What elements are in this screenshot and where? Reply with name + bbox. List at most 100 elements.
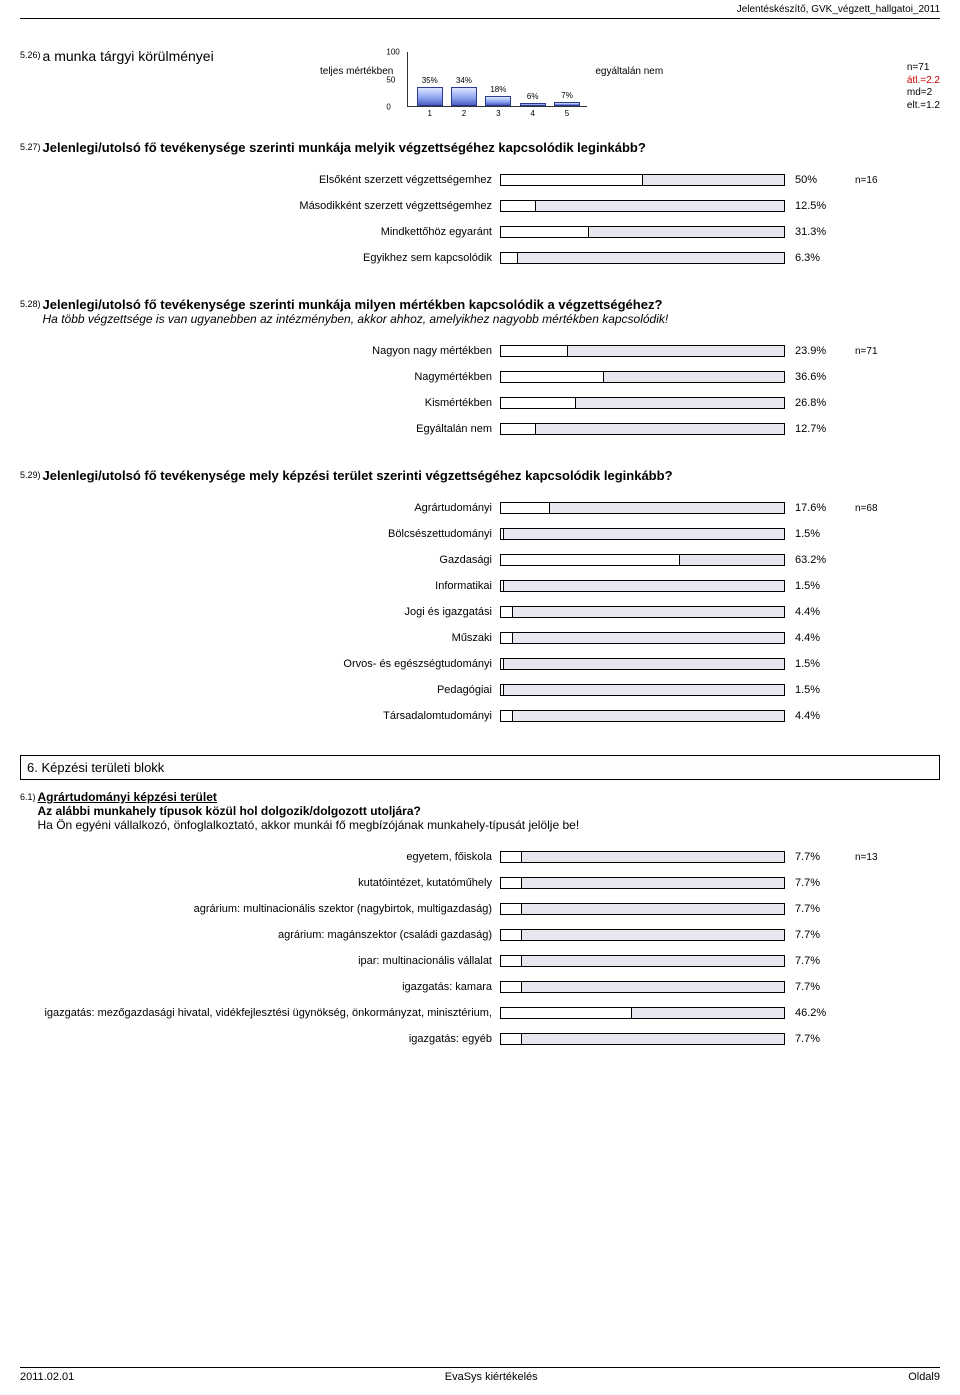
- hbar-label: Másodikként szerzett végzettségemhez: [20, 200, 500, 212]
- hbar-n: n=68: [845, 503, 940, 514]
- hbar-row: Nagymértékben36.6%: [20, 366, 940, 388]
- hbar-pct: 12.7%: [785, 423, 845, 435]
- hbar-track: [500, 397, 785, 409]
- hbar-n: n=16: [845, 175, 940, 186]
- hbar-row: Kismértékben26.8%: [20, 392, 940, 414]
- question-5-26: 5.26) a munka tárgyi körülményei teljes …: [20, 48, 940, 112]
- q61-num: 6.1): [20, 790, 36, 802]
- hbar-track: [500, 580, 785, 592]
- q526-bar-chart: 05010035%134%218%36%47%5: [407, 52, 587, 107]
- q526-atl: átl.=2.2: [907, 75, 940, 88]
- hbar-label: egyetem, főiskola: [20, 851, 500, 863]
- hbar-fill: [500, 371, 604, 383]
- hbar-row: Orvos- és egészségtudományi1.5%: [20, 653, 940, 675]
- hbar-label: Gazdasági: [20, 554, 500, 566]
- hbar-pct: 63.2%: [785, 554, 845, 566]
- hbar-track: [500, 371, 785, 383]
- q61-sub2: Ha Ön egyéni vállalkozó, önfoglalkoztató…: [38, 818, 580, 832]
- hbar-track: [500, 1033, 785, 1045]
- hbar-row: Egyáltalán nem 12.7%: [20, 418, 940, 440]
- q528-num: 5.28): [20, 297, 41, 309]
- q527-rows: Elsőként szerzett végzettségemhez50%n=16…: [20, 169, 940, 269]
- q526-elt: elt.=1.2: [907, 100, 940, 113]
- hbar-pct: 7.7%: [785, 981, 845, 993]
- hbar-label: Bölcsészettudományi: [20, 528, 500, 540]
- hbar-row: Bölcsészettudományi1.5%: [20, 523, 940, 545]
- hbar-fill: [500, 502, 550, 514]
- q526-bar: [451, 87, 477, 106]
- hbar-pct: 12.5%: [785, 200, 845, 212]
- hbar-fill: [500, 528, 504, 540]
- report-title: Jelentéskészítő, GVK_végzett_hallgatoi_2…: [737, 4, 940, 15]
- hbar-fill: [500, 955, 522, 967]
- hbar-label: Mindkettőhöz egyaránt: [20, 226, 500, 238]
- header-rule: [20, 18, 940, 19]
- hbar-row: igazgatás: kamara7.7%: [20, 976, 940, 998]
- hbar-label: Nagyon nagy mértékben: [20, 345, 500, 357]
- hbar-pct: 7.7%: [785, 1033, 845, 1045]
- hbar-fill: [500, 174, 643, 186]
- hbar-row: Jogi és igazgatási4.4%: [20, 601, 940, 623]
- q526-md: md=2: [907, 87, 940, 100]
- hbar-track: [500, 903, 785, 915]
- hbar-fill: [500, 423, 536, 435]
- hbar-row: Műszaki 4.4%: [20, 627, 940, 649]
- hbar-pct: 31.3%: [785, 226, 845, 238]
- q526-num: 5.26): [20, 48, 41, 64]
- q61-title: Agrártudományi képzési terület: [38, 790, 580, 804]
- hbar-pct: 46.2%: [785, 1007, 845, 1019]
- hbar-track: [500, 658, 785, 670]
- hbar-track: [500, 528, 785, 540]
- hbar-track: [500, 877, 785, 889]
- hbar-track: [500, 851, 785, 863]
- hbar-label: Nagymértékben: [20, 371, 500, 383]
- hbar-fill: [500, 903, 522, 915]
- hbar-n: n=71: [845, 346, 940, 357]
- hbar-pct: 4.4%: [785, 632, 845, 644]
- hbar-label: Műszaki: [20, 632, 500, 644]
- hbar-pct: 1.5%: [785, 580, 845, 592]
- q528-sub: Ha több végzettsége is van ugyanebben az…: [43, 312, 669, 326]
- hbar-label: Pedagógiai: [20, 684, 500, 696]
- hbar-fill: [500, 632, 513, 644]
- hbar-fill: [500, 580, 504, 592]
- hbar-label: Egyikhez sem kapcsolódik: [20, 252, 500, 264]
- hbar-label: Jogi és igazgatási: [20, 606, 500, 618]
- hbar-row: Agrártudományi 17.6%n=68: [20, 497, 940, 519]
- hbar-track: [500, 955, 785, 967]
- hbar-label: Agrártudományi: [20, 502, 500, 514]
- q528-rows: Nagyon nagy mértékben23.9%n=71Nagymérték…: [20, 340, 940, 440]
- hbar-row: igazgatás: egyéb7.7%: [20, 1028, 940, 1050]
- hbar-pct: 4.4%: [785, 710, 845, 722]
- hbar-track: [500, 345, 785, 357]
- hbar-fill: [500, 554, 680, 566]
- hbar-fill: [500, 606, 513, 618]
- hbar-pct: 1.5%: [785, 658, 845, 670]
- hbar-fill: [500, 658, 504, 670]
- q526-stats: n=71 átl.=2.2 md=2 elt.=1.2: [907, 48, 940, 112]
- hbar-row: Pedagógiai1.5%: [20, 679, 940, 701]
- hbar-label: agrárium: magánszektor (családi gazdaság…: [20, 929, 500, 941]
- hbar-fill: [500, 397, 576, 409]
- hbar-track: [500, 981, 785, 993]
- hbar-fill: [500, 981, 522, 993]
- hbar-label: ipar: multinacionális vállalat: [20, 955, 500, 967]
- hbar-fill: [500, 851, 522, 863]
- q529-rows: Agrártudományi 17.6%n=68 Bölcsészettudomán…: [20, 497, 940, 727]
- hbar-label: kutatóintézet, kutatóműhely: [20, 877, 500, 889]
- hbar-row: Társadalomtudományi4.4%: [20, 705, 940, 727]
- hbar-pct: 17.6%: [785, 502, 845, 514]
- q527-num: 5.27): [20, 140, 41, 152]
- hbar-track: [500, 502, 785, 514]
- q526-n: n=71: [907, 62, 940, 75]
- hbar-row: Mindkettőhöz egyaránt 31.3%: [20, 221, 940, 243]
- hbar-row: agrárium: magánszektor (családi gazdaság…: [20, 924, 940, 946]
- hbar-fill: [500, 877, 522, 889]
- page-footer: 2011.02.01 EvaSys kiértékelés Oldal9: [20, 1367, 940, 1383]
- hbar-label: igazgatás: mezőgazdasági hivatal, vidékf…: [20, 1007, 500, 1019]
- hbar-track: [500, 632, 785, 644]
- footer-page: Oldal9: [908, 1371, 940, 1383]
- hbar-row: Másodikként szerzett végzettségemhez 12.5…: [20, 195, 940, 217]
- hbar-label: Egyáltalán nem: [20, 423, 500, 435]
- hbar-track: [500, 423, 785, 435]
